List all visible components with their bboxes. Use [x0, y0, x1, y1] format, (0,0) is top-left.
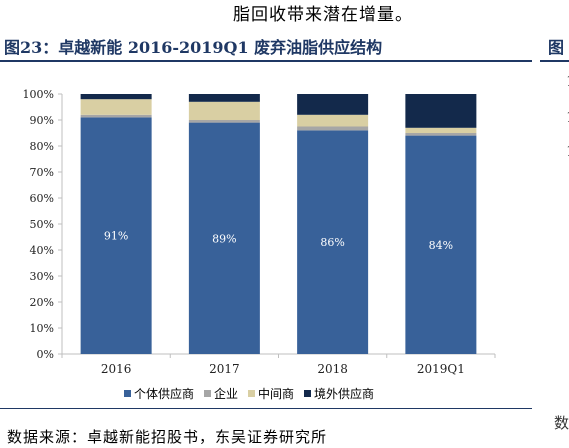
stacked-bar-chart: 0% 10% 20% 30% 40% 50% 60% 70% 80% 90% 100% 91% 2016… — [23, 88, 496, 376]
y-tick-label: 20% — [30, 296, 54, 309]
bar-segment — [297, 94, 369, 115]
bar-segment — [80, 117, 152, 355]
adjacent-figure-digit: 1 — [566, 142, 569, 160]
bar-segment — [297, 114, 369, 127]
y-tick-label: 80% — [30, 140, 54, 153]
legend-label: 个体供应商 — [134, 387, 195, 401]
bar-segment — [405, 127, 477, 133]
adjacent-figure-digit: 1 — [566, 108, 569, 126]
source-divider — [0, 408, 532, 409]
adjacent-title-divider — [540, 60, 569, 62]
bar-segment — [405, 133, 477, 136]
bar-segment — [80, 114, 152, 118]
bar-data-label: 86% — [320, 236, 344, 249]
bar-segment — [405, 135, 477, 354]
legend-item: 境外供应商 — [304, 385, 374, 402]
y-tick-label: 10% — [30, 322, 54, 335]
legend-label: 企业 — [214, 387, 239, 401]
bar-segment — [188, 120, 260, 123]
adjacent-source-fragment: 数 — [554, 414, 569, 432]
bar-segment — [80, 99, 152, 115]
bar-segment — [297, 126, 369, 131]
legend-swatch — [248, 390, 256, 397]
source-note: 数据来源：卓越新能招股书，东吴证券研究所 — [7, 428, 328, 446]
legend-swatch — [204, 390, 212, 397]
legend-label: 境外供应商 — [314, 387, 375, 401]
y-tick-label: 100% — [23, 88, 54, 101]
legend-swatch — [304, 390, 312, 397]
bar-data-label: 84% — [429, 239, 453, 252]
y-tick-label: 50% — [30, 218, 54, 231]
y-tick-label: 30% — [30, 270, 54, 283]
legend-item: 中间商 — [248, 385, 294, 402]
y-tick-label: 60% — [30, 192, 54, 205]
x-tick-label: 2019Q1 — [417, 362, 465, 376]
bar-segment — [405, 94, 477, 128]
legend-item: 企业 — [204, 385, 238, 402]
figure-title: 图23：卓越新能 2016-2019Q1 废弃油脂供应结构 — [4, 38, 383, 57]
y-tick-label: 90% — [30, 114, 54, 127]
bar-segment — [188, 101, 260, 120]
legend-item: 个体供应商 — [124, 385, 194, 402]
legend-swatch — [124, 390, 131, 397]
chart-legend: 个体供应商 企业 中间商 境外供应商 — [124, 385, 374, 402]
bar-data-label: 89% — [212, 232, 236, 245]
x-tick-label: 2018 — [317, 362, 348, 376]
title-divider — [0, 60, 532, 62]
y-tick-label: 0% — [37, 348, 54, 361]
x-tick-label: 2017 — [209, 362, 240, 376]
y-tick-label: 40% — [30, 244, 54, 257]
intro-text-line: 脂回收带来潜在增量。 — [233, 5, 413, 25]
y-tick-label: 70% — [30, 166, 54, 179]
adjacent-figure-title-fragment: 图 — [548, 38, 565, 57]
bar-data-label: 91% — [104, 230, 128, 243]
legend-label: 中间商 — [258, 387, 295, 401]
bar-segment — [188, 122, 260, 354]
adjacent-figure-digit: 1 — [566, 72, 569, 90]
bar-segment — [188, 94, 260, 102]
x-tick-label: 2016 — [101, 362, 132, 376]
bar-segment — [80, 94, 152, 100]
bar-segment — [297, 130, 369, 354]
